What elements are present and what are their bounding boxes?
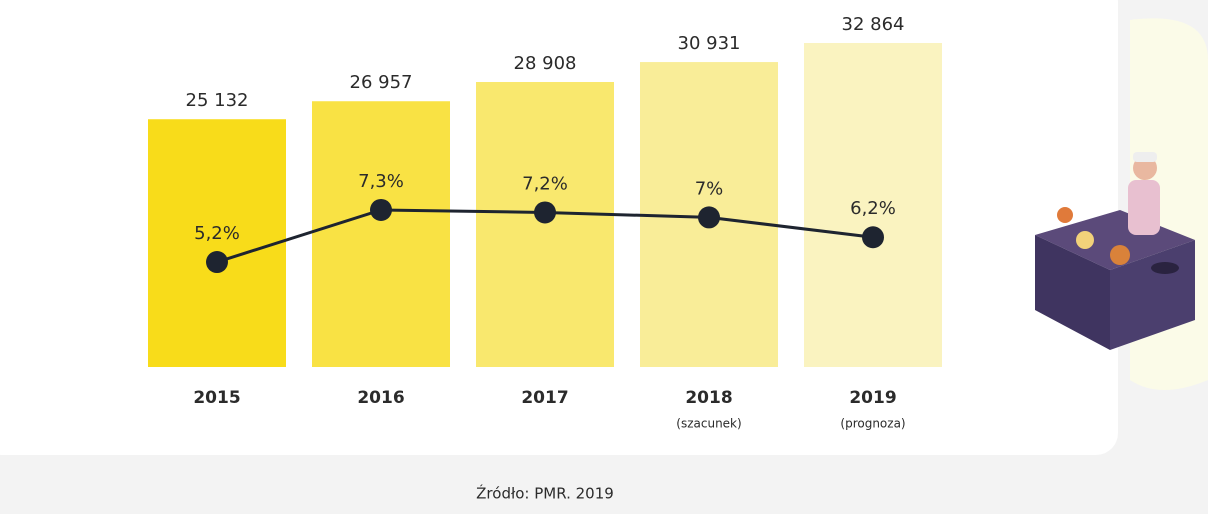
bar (312, 101, 450, 368)
chef-illustration (1035, 152, 1195, 350)
source: Źródło: PMR. 2019 (476, 484, 614, 503)
x-tick-label: 2016 (357, 388, 404, 408)
bar (804, 43, 942, 367)
x-tick-label: 2019 (849, 388, 896, 408)
line-value-label: 7,2% (522, 173, 568, 194)
x-tick-label: 2018 (685, 388, 732, 408)
bar-value-label: 32 864 (842, 14, 905, 35)
line-value-label: 7% (695, 178, 724, 199)
line-point (206, 251, 228, 274)
bar-value-label: 28 908 (514, 53, 577, 74)
bar-value-label: 26 957 (350, 72, 413, 93)
line-value-label: 7,3% (358, 171, 404, 192)
x-tick-label: 2015 (193, 388, 240, 408)
line-point (862, 226, 884, 249)
bar (476, 82, 614, 367)
bar-value-label: 25 132 (186, 90, 249, 111)
x-tick-note: (szacunek) (676, 417, 741, 431)
line-point (698, 206, 720, 229)
bar-value-label: 30 931 (678, 33, 741, 54)
x-tick-label: 2017 (521, 388, 568, 408)
line-point (370, 198, 392, 221)
x-tick-note: (prognoza) (840, 417, 905, 431)
line-point (534, 201, 556, 224)
line-value-label: 5,2% (194, 223, 240, 244)
bar (148, 119, 286, 367)
line-value-label: 6,2% (850, 198, 896, 219)
